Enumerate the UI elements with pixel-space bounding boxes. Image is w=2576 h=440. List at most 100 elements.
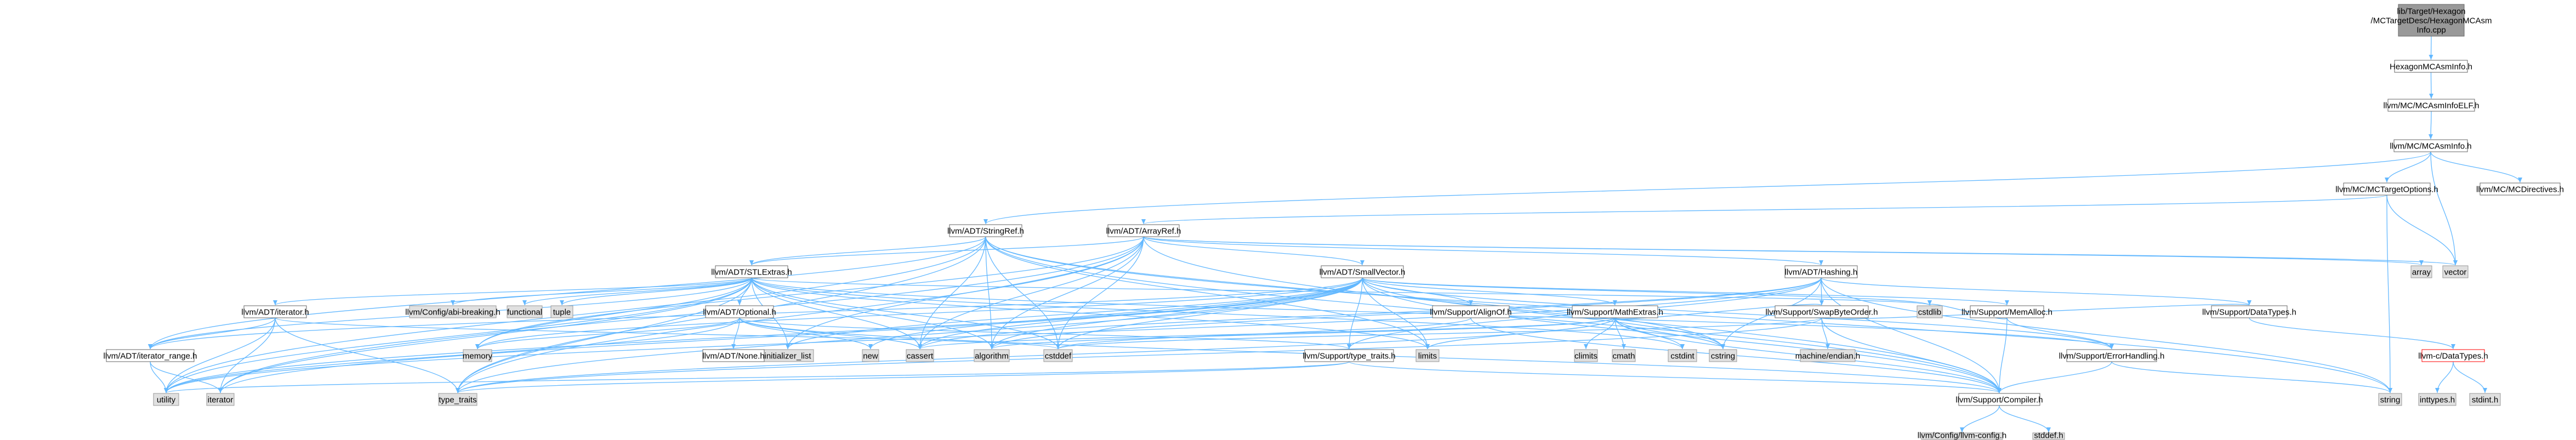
node-stringref-h[interactable]: llvm/ADT/StringRef.h bbox=[947, 224, 1024, 237]
node-compiler-h[interactable]: llvm/Support/Compiler.h bbox=[1955, 393, 2043, 406]
node-label: stddef.h bbox=[2034, 431, 2063, 440]
node-alignof-h[interactable]: llvm/Support/AlignOf.h bbox=[1430, 305, 1512, 318]
node-label: utility bbox=[157, 395, 176, 404]
node-label: string bbox=[2380, 395, 2401, 404]
node-cmath: cmath bbox=[1612, 349, 1636, 362]
edge-smallvector_h-to-type_traits bbox=[456, 277, 1363, 393]
node-smallvector-h[interactable]: llvm/ADT/SmallVector.h bbox=[1320, 265, 1406, 278]
node-new: new bbox=[862, 349, 879, 362]
node-none-h[interactable]: llvm/ADT/None.h bbox=[702, 349, 765, 362]
node-box bbox=[243, 305, 307, 318]
edge-optional_h-to-new bbox=[739, 317, 873, 350]
node-root[interactable]: lib/Target/Hexagon/MCTargetDesc/HexagonM… bbox=[2371, 4, 2492, 37]
node-mcasminfoelf-h[interactable]: llvm/MC/MCAsmInfoELF.h bbox=[2383, 99, 2480, 112]
node-datatypes-h[interactable]: llvm/Support/DataTypes.h bbox=[2202, 305, 2296, 318]
edge-hashing_h-to-utility bbox=[164, 277, 1822, 393]
node-box bbox=[550, 305, 573, 318]
node-cstring: cstring bbox=[1709, 349, 1737, 362]
edge-arrayref_h-to-type_traits bbox=[456, 236, 1144, 393]
node-label: /MCTargetDesc/HexagonMCAsm bbox=[2371, 16, 2492, 25]
node-iterator-h[interactable]: llvm/ADT/iterator.h bbox=[241, 305, 309, 318]
node-algorithm: algorithm bbox=[974, 349, 1010, 362]
node-optional-h[interactable]: llvm/ADT/Optional.h bbox=[703, 305, 776, 318]
edge-smallvector_h-to-mathextras_h bbox=[1362, 277, 1617, 306]
edge-smallvector_h-to-type_traits_h bbox=[1347, 277, 1363, 350]
edge-stringref_h-to-limits bbox=[985, 236, 1430, 350]
node-label: cstddef bbox=[1045, 351, 1072, 361]
node-label: array bbox=[2412, 267, 2431, 277]
node-label: HexagonMCAsmInfo.h bbox=[2390, 62, 2472, 71]
node-box bbox=[106, 349, 195, 362]
node-label: llvm/ADT/Optional.h bbox=[703, 307, 776, 317]
node-arrayref-h[interactable]: llvm/ADT/ArrayRef.h bbox=[1106, 224, 1181, 237]
edge-mcasminfo_h-to-stringref_h bbox=[983, 151, 2431, 225]
edge-stringref_h-to-cassert bbox=[918, 236, 986, 350]
edge-optional_h-to-utility bbox=[164, 317, 740, 393]
edge-stlextras_h-to-tuple bbox=[560, 277, 752, 306]
node-box bbox=[1572, 305, 1658, 318]
edge-mathextras_h-to-cstdint bbox=[1614, 317, 1685, 350]
edge-hashing_h-to-datatypes_h bbox=[1821, 277, 2251, 306]
node-stddef-h: stddef.h bbox=[2032, 431, 2065, 440]
node-memalloc-h[interactable]: llvm/Support/MemAlloc.h bbox=[1961, 305, 2052, 318]
node-swapbyteorder-h[interactable]: llvm/Support/SwapByteOrder.h bbox=[1765, 305, 1878, 318]
node-type-traits-h[interactable]: llvm/Support/type_traits.h bbox=[1303, 349, 1396, 362]
node-box bbox=[1800, 349, 1856, 362]
edge-compiler_h-to-llvm_config_h bbox=[1960, 405, 2000, 433]
node-stlextras-h[interactable]: llvm/ADT/STLExtras.h bbox=[711, 265, 792, 278]
node-errorhandling-h[interactable]: llvm/Support/ErrorHandling.h bbox=[2059, 349, 2165, 362]
edge-stlextras_h-to-iterator bbox=[218, 277, 752, 393]
node-llvm-c-datatypes-h[interactable]: llvm-c/DataTypes.h bbox=[2418, 349, 2488, 362]
node-label: initializer_list bbox=[764, 351, 811, 361]
edge-mathextras_h-to-climits bbox=[1584, 317, 1616, 350]
node-box bbox=[2410, 265, 2432, 278]
node-box bbox=[1107, 224, 1180, 237]
node-box bbox=[1668, 349, 1697, 362]
edge-errorhandling_h-to-string bbox=[2111, 361, 2392, 393]
edge-stringref_h-to-iterator_range_h bbox=[148, 236, 986, 350]
edge-optional_h-to-memory bbox=[475, 317, 740, 350]
node-mcasminfo-h[interactable]: llvm/MC/MCAsmInfo.h bbox=[2390, 139, 2472, 152]
node-box bbox=[2378, 393, 2402, 406]
node-mathextras-h[interactable]: llvm/Support/MathExtras.h bbox=[1567, 305, 1663, 318]
node-box bbox=[1574, 349, 1598, 362]
node-initializer-list: initializer_list bbox=[761, 349, 814, 362]
node-label: llvm/ADT/iterator_range.h bbox=[104, 351, 197, 361]
node-box bbox=[1415, 349, 1440, 362]
node-llvm-config-h: llvm/Config/llvm-config.h bbox=[1918, 431, 2007, 440]
node-iterator-range-h[interactable]: llvm/ADT/iterator_range.h bbox=[104, 349, 197, 362]
node-label: llvm/Config/abi-breaking.h bbox=[405, 307, 500, 317]
node-hexagonmcasminfo-h[interactable]: HexagonMCAsmInfo.h bbox=[2390, 60, 2472, 73]
edge-smallvector_h-to-cstring bbox=[1362, 277, 1725, 350]
edge-errorhandling_h-to-compiler_h bbox=[1997, 361, 2112, 393]
node-inttypes-h: inttypes.h bbox=[2418, 393, 2456, 406]
edge-iterator_range_h-to-utility bbox=[150, 361, 168, 393]
edge-swapbyteorder_h-to-machine_endian bbox=[1821, 317, 1830, 350]
edge-stlextras_h-to-algorithm bbox=[751, 277, 994, 350]
node-mcdirectives-h[interactable]: llvm/MC/MCDirectives.h bbox=[2476, 182, 2564, 196]
edge-mathextras_h-to-cstring bbox=[1614, 317, 1725, 350]
node-box bbox=[1304, 349, 1394, 362]
edge-stringref_h-to-cstddef bbox=[985, 236, 1060, 350]
node-box bbox=[1043, 349, 1073, 362]
edge-hashing_h-to-cassert bbox=[918, 277, 1822, 350]
node-label: cassert bbox=[907, 351, 934, 361]
edge-layer bbox=[148, 36, 2522, 433]
node-layer: lib/Target/Hexagon/MCTargetDesc/HexagonM… bbox=[104, 4, 2564, 440]
node-box bbox=[2066, 349, 2157, 362]
node-label: memory bbox=[463, 351, 493, 361]
node-box bbox=[1432, 305, 1510, 318]
node-label: functional bbox=[507, 307, 542, 317]
node-hashing-h[interactable]: llvm/ADT/Hashing.h bbox=[1784, 265, 1858, 278]
node-mctargetoptions-h[interactable]: llvm/MC/MCTargetOptions.h bbox=[2335, 182, 2438, 196]
node-box bbox=[2387, 99, 2475, 112]
node-cstdlib: cstdlib bbox=[1917, 305, 1943, 318]
edge-iterator_h-to-iterator_range_h bbox=[148, 317, 276, 350]
node-box bbox=[1612, 349, 1636, 362]
node-label: llvm/ADT/STLExtras.h bbox=[711, 267, 792, 277]
edge-arrayref_h-to-hashing_h bbox=[1143, 236, 1823, 266]
node-configabi-h: llvm/Config/abi-breaking.h bbox=[405, 305, 501, 318]
edge-smallvector_h-to-memalloc_h bbox=[1362, 277, 2009, 306]
node-box bbox=[409, 305, 497, 318]
node-box bbox=[862, 349, 879, 362]
